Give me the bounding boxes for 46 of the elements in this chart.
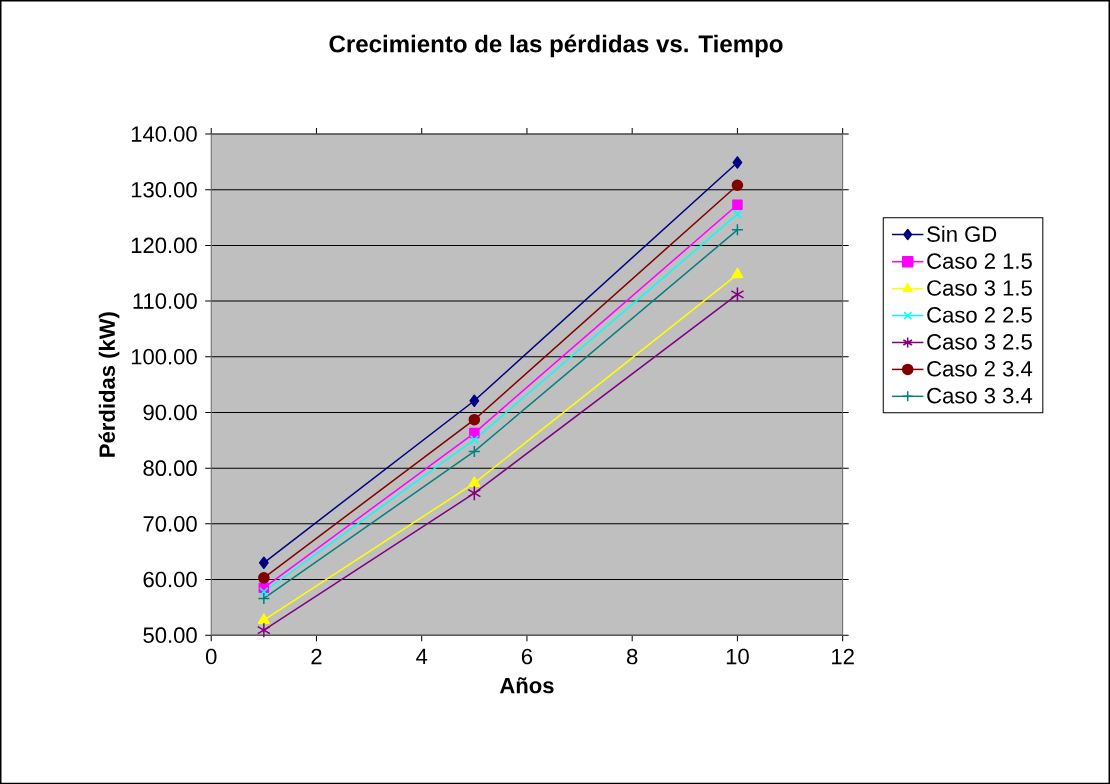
y-tick-label: 110.00 [133,293,197,309]
point [731,267,744,278]
point [730,286,745,303]
point [257,622,271,638]
y-tick-label: 140.00 [131,126,197,142]
point [467,485,482,501]
point [732,209,743,219]
x-tick-label: 12 [832,648,854,665]
point [469,394,480,407]
y-tick-label: 90.00 [143,404,197,421]
point [468,413,481,426]
legend-label: Caso 3 1.5 [927,280,1032,296]
y-tick-label: 80.00 [143,460,197,476]
legend-label: Sin GD [927,225,997,242]
chart-title: Crecimiento de las pérdidas vs. Tiempo [329,34,783,58]
legend-label: Caso 3 2.5 [927,333,1032,350]
y-tick-label: 60.00 [143,571,197,588]
x-tick-label: 4 [416,648,428,664]
point [258,571,270,584]
point [732,156,743,169]
x-tick-label: 2 [311,648,322,665]
point [469,434,479,445]
y-tick-label: 130.00 [131,181,197,198]
x-tick-label: 6 [521,648,533,665]
legend-label: Caso 2 3.4 [927,360,1033,377]
x-tick-label: 0 [205,648,217,665]
point [259,586,269,597]
point [257,613,270,624]
legend-label: Caso 3 3.4 [927,387,1033,404]
y-axis-title: Pérdidas (kW) [98,312,120,457]
legend-label: Caso 2 2.5 [927,306,1032,323]
y-tick-label: 50.00 [143,627,197,643]
y-tick-label: 100.00 [131,348,197,365]
point [732,199,743,210]
x-tick-label: 8 [627,648,638,665]
point [257,592,271,605]
y-tick-label: 120.00 [131,237,197,254]
point [468,445,481,458]
point [468,476,481,487]
point [258,556,269,569]
x-tick-label: 10 [726,648,749,665]
x-axis-title: Años [499,677,554,694]
point [731,179,744,191]
point [731,223,744,236]
legend-label: Caso 2 1.5 [927,253,1032,269]
y-tick-label: 70.00 [143,515,197,532]
